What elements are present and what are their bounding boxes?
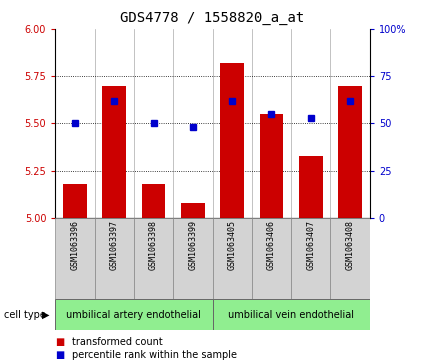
Text: umbilical vein endothelial: umbilical vein endothelial	[228, 310, 354, 320]
Bar	[338, 86, 362, 218]
Bar	[55, 218, 94, 299]
Text: GSM1063399: GSM1063399	[188, 220, 197, 270]
Text: umbilical artery endothelial: umbilical artery endothelial	[66, 310, 201, 320]
Text: ▶: ▶	[42, 310, 49, 320]
Bar	[134, 218, 173, 299]
Text: GSM1063405: GSM1063405	[228, 220, 237, 270]
Bar	[220, 63, 244, 218]
Bar	[55, 299, 212, 330]
Text: GSM1063396: GSM1063396	[71, 220, 79, 270]
Text: GSM1063408: GSM1063408	[346, 220, 354, 270]
Bar	[181, 203, 204, 218]
Bar	[260, 114, 283, 218]
Bar	[252, 218, 291, 299]
Text: ■: ■	[55, 350, 65, 360]
Text: GSM1063406: GSM1063406	[267, 220, 276, 270]
Text: cell type: cell type	[4, 310, 46, 320]
Bar	[299, 155, 323, 218]
Bar	[291, 218, 331, 299]
Bar	[173, 218, 212, 299]
Text: GSM1063398: GSM1063398	[149, 220, 158, 270]
Bar	[331, 218, 370, 299]
Text: GSM1063397: GSM1063397	[110, 220, 119, 270]
Title: GDS4778 / 1558820_a_at: GDS4778 / 1558820_a_at	[120, 11, 305, 25]
Text: ■: ■	[55, 337, 65, 347]
Text: transformed count: transformed count	[72, 337, 163, 347]
Text: percentile rank within the sample: percentile rank within the sample	[72, 350, 237, 360]
Bar	[212, 299, 370, 330]
Bar	[102, 86, 126, 218]
Bar	[94, 218, 134, 299]
Bar	[63, 184, 87, 218]
Bar	[142, 184, 165, 218]
Bar	[212, 218, 252, 299]
Text: GSM1063407: GSM1063407	[306, 220, 315, 270]
